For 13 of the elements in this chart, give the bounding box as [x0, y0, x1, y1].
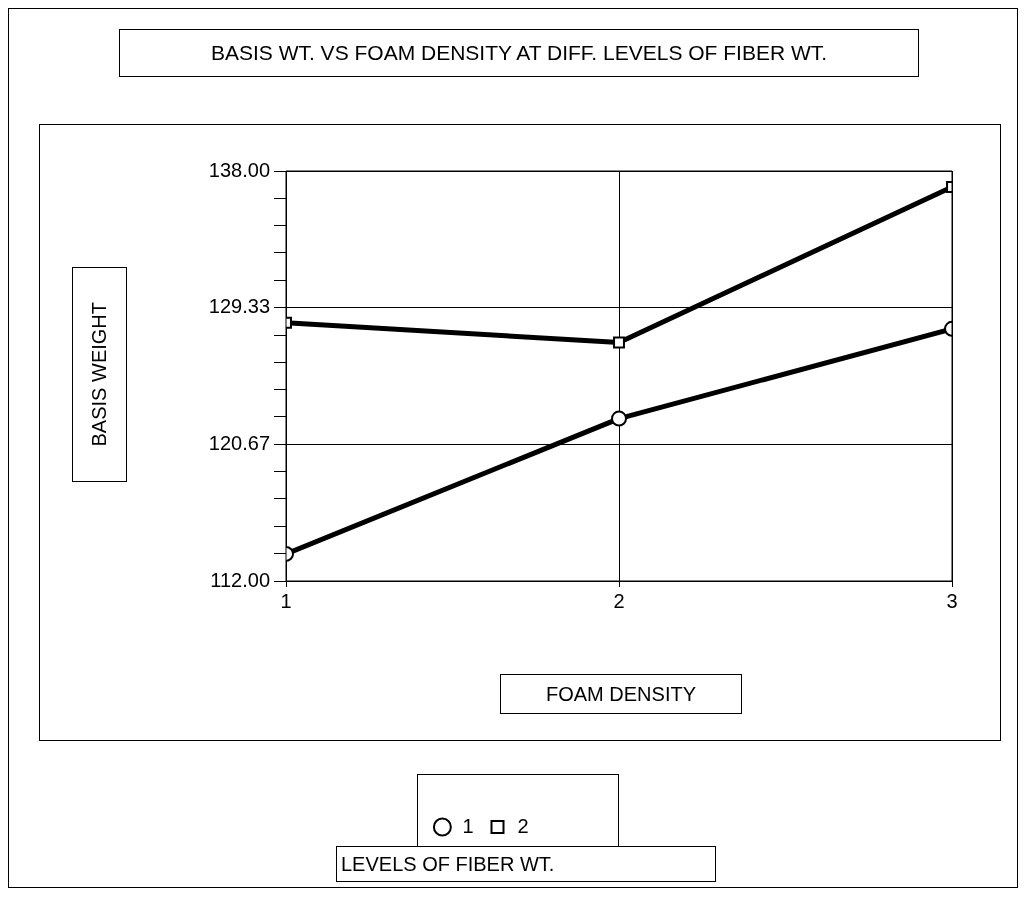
legend-label: 1: [462, 814, 474, 837]
y-tick-label: 120.67: [208, 431, 270, 454]
legend-label: 2: [517, 814, 529, 837]
x-tick-label: 2: [613, 589, 625, 612]
y-axis-title: BASIS WEIGHT: [88, 302, 111, 447]
y-tick-label: 129.33: [208, 295, 270, 318]
x-axis-title: FOAM DENSITY: [500, 674, 742, 714]
y-tick-label: 112.00: [210, 568, 270, 591]
y-tick-label: 138.00: [208, 158, 270, 181]
x-tick-label: 1: [280, 589, 292, 612]
chart-title: BASIS WT. VS FOAM DENSITY AT DIFF. LEVELS OF FIBER WT.: [119, 29, 919, 77]
x-tick-label: 3: [946, 589, 958, 612]
legend-title: LEVELS OF FIBER WT.: [336, 846, 716, 882]
